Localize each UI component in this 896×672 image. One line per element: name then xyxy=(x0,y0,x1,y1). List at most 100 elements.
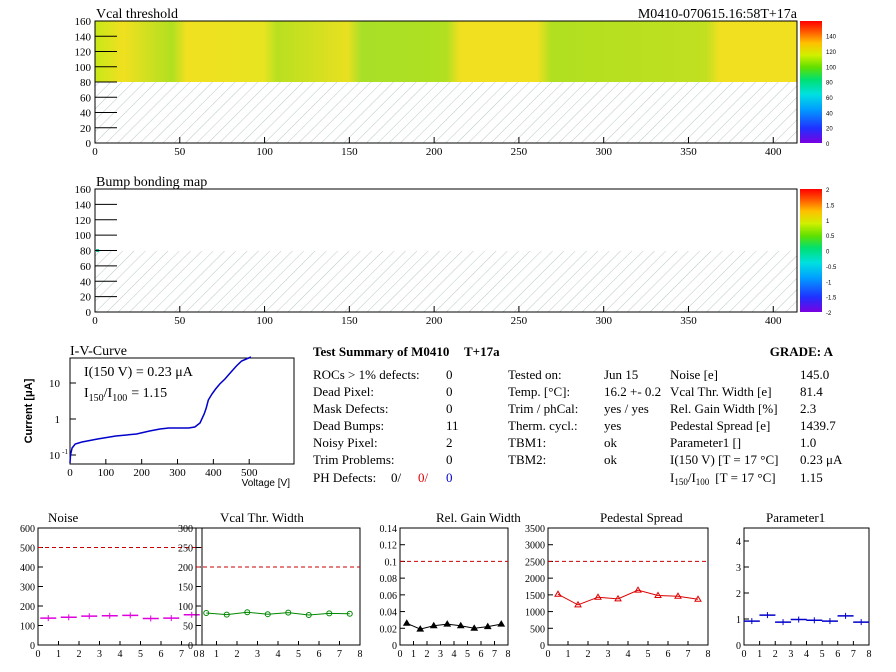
roc-ytick-label: 4 xyxy=(736,537,741,548)
roc-point xyxy=(497,620,506,627)
roc-xtick-label: 3 xyxy=(97,649,102,660)
roc-ytick-label: 100 xyxy=(20,622,35,633)
roc-point xyxy=(285,609,292,616)
roc-plot-frame xyxy=(195,527,361,646)
roc-ytick-label: 0 xyxy=(540,641,545,652)
roc-xtick-label: 6 xyxy=(159,649,164,660)
ratio-row-label: I150/I100 [T = 17 °C] xyxy=(670,470,776,487)
roc-ytick-label: 300 xyxy=(178,524,193,535)
roc-ytick-label: 2 xyxy=(736,589,741,600)
roc-point xyxy=(244,609,251,616)
iv-xtick-label: 500 xyxy=(241,467,258,479)
roc-xtick-label: 5 xyxy=(646,649,651,660)
roc-point xyxy=(416,625,425,632)
test-summary: Test Summary of M0410 T+17a GRADE: A ROC… xyxy=(313,344,843,487)
roc-point xyxy=(483,622,492,630)
roc-ytick-label: 0.14 xyxy=(380,524,398,535)
roc-point xyxy=(456,621,465,629)
roc-xtick-label: 6 xyxy=(666,649,671,660)
map-xtick-label: 350 xyxy=(680,146,697,158)
map-xtick-label: 300 xyxy=(595,146,612,158)
vcal-threshold-map: Vcal threshold M0410-070615.16:58T+17a 0… xyxy=(75,7,837,158)
roc-ytick-label: 150 xyxy=(178,583,193,594)
iv-ytick-label: 10 xyxy=(49,378,61,390)
roc-ytick-label: 0 xyxy=(736,641,741,652)
map-xtick-label: 100 xyxy=(256,315,273,327)
map1-empty-area xyxy=(95,82,797,143)
summary-grade: GRADE: A xyxy=(770,344,834,359)
roc-xtick-label: 0 xyxy=(36,649,41,660)
map-xtick-label: 0 xyxy=(92,315,98,327)
roc-point xyxy=(470,624,479,631)
roc-ytick-label: 200 xyxy=(178,563,193,574)
roc-point xyxy=(443,620,452,627)
iv-xtick-label: 100 xyxy=(98,467,115,479)
map-xtick-label: 100 xyxy=(256,146,273,158)
roc-plot-title: Vcal Thr. Width xyxy=(220,510,304,525)
summary-c1-value: 0 xyxy=(446,452,453,467)
roc-point xyxy=(203,610,210,617)
roc-xtick-label: 4 xyxy=(452,649,457,660)
ph-value-2: 0/ xyxy=(418,470,429,485)
roc-ytick-label: 1500 xyxy=(525,591,545,602)
iv-ytick-exp: -1 xyxy=(62,448,68,456)
scale-label: 0 xyxy=(826,250,830,256)
roc-ytick-label: 200 xyxy=(20,602,35,613)
roc-ytick-label: 0.02 xyxy=(380,624,398,635)
module-id: M0410-070615.16:58T+17a xyxy=(638,7,798,22)
roc-xtick-label: 4 xyxy=(804,649,809,660)
map-ytick-label: 20 xyxy=(80,123,92,135)
scale-label: -1 xyxy=(826,280,832,286)
map-ytick-label: 160 xyxy=(75,16,92,28)
roc-ytick-label: 0 xyxy=(392,641,397,652)
roc-xtick-label: 6 xyxy=(317,649,322,660)
roc-xtick-label: 6 xyxy=(479,649,484,660)
roc-xtick-label: 8 xyxy=(506,649,511,660)
roc-plot-title: Rel. Gain Width xyxy=(436,510,521,525)
summary-tag: T+17a xyxy=(464,344,500,359)
bump-bonding-map: Bump bonding map 0 50 100 150 200 250 300 350 40… xyxy=(75,175,838,327)
summary-c2-label: Trim / phCal: xyxy=(508,401,578,416)
roc-plot-1: Vcal Thr. Width 0 50 100 150 200 250 300 0 1 2 3 4 5 6… xyxy=(178,510,363,660)
scale-label: 80 xyxy=(826,81,833,87)
roc-xtick-label: 7 xyxy=(337,649,342,660)
roc-plot-title: Pedestal Spread xyxy=(600,510,683,525)
map-xtick-label: 50 xyxy=(174,146,186,158)
iv-xtick-label: 200 xyxy=(133,467,150,479)
summary-c3-value: 2.3 xyxy=(800,401,816,416)
map-xtick-label: 300 xyxy=(595,315,612,327)
map-ytick-label: 160 xyxy=(75,184,92,196)
scale-label: -1.5 xyxy=(826,296,837,302)
iv-xtick-label: 0 xyxy=(67,467,73,479)
roc-point xyxy=(346,610,353,617)
roc-xtick-label: 1 xyxy=(757,649,762,660)
map-ytick-label: 100 xyxy=(75,62,92,74)
scale-label: 0.5 xyxy=(826,234,835,240)
scale-label: 60 xyxy=(826,96,833,102)
summary-c1-value: 0 xyxy=(446,401,453,416)
roc-xtick-label: 1 xyxy=(214,649,219,660)
roc-point xyxy=(305,611,312,618)
roc-xtick-label: 1 xyxy=(411,649,416,660)
roc-xtick-label: 7 xyxy=(851,649,856,660)
roc-plot-frame xyxy=(743,527,870,646)
map-ytick-label: 0 xyxy=(86,307,92,319)
roc-ytick-label: 50 xyxy=(183,622,193,633)
summary-c2-label: TBM2: xyxy=(508,452,546,467)
roc-ytick-label: 0.08 xyxy=(380,574,398,585)
roc-ytick-label: 3000 xyxy=(525,541,545,552)
roc-xtick-label: 5 xyxy=(820,649,825,660)
roc-point xyxy=(694,595,702,602)
roc-xtick-label: 4 xyxy=(118,649,123,660)
summary-c3-label: Pedestal Spread [e] xyxy=(670,418,770,433)
map-ytick-label: 40 xyxy=(80,276,92,288)
roc-xtick-label: 8 xyxy=(867,649,872,660)
iv-ylabel: Current [μA] xyxy=(23,378,35,443)
map-xtick-label: 400 xyxy=(765,146,782,158)
ph-value-1: 0/ xyxy=(391,470,402,485)
roc-point xyxy=(634,586,642,593)
roc-point xyxy=(429,621,438,629)
roc-point xyxy=(674,592,682,599)
iv-xlabel: Voltage [V] xyxy=(242,478,291,489)
